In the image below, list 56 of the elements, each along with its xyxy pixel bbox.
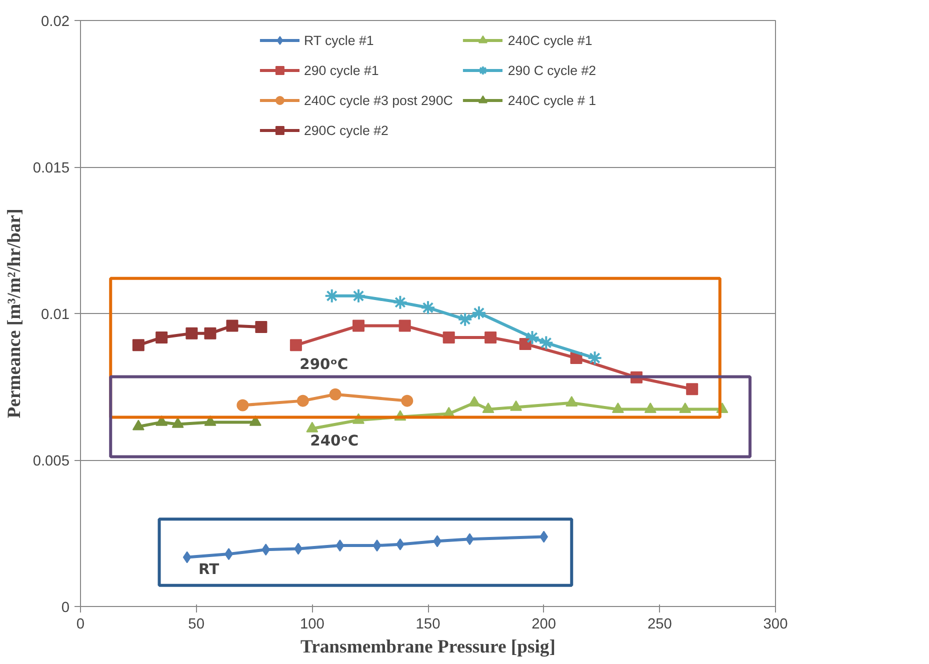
point xyxy=(458,312,473,327)
point xyxy=(236,399,249,412)
point xyxy=(352,320,364,332)
x-tick-label: 150 xyxy=(416,616,440,632)
point xyxy=(132,339,144,352)
x-tick-label: 200 xyxy=(532,616,556,632)
annotation: 290ᵒC xyxy=(300,356,348,373)
point xyxy=(420,300,436,316)
point xyxy=(296,394,309,407)
point xyxy=(519,338,532,350)
y-tick-label: 0.01 xyxy=(40,307,70,323)
point xyxy=(156,332,168,344)
x-tick-label: 0 xyxy=(76,616,85,632)
point xyxy=(468,396,480,407)
x-tick-label: 50 xyxy=(188,616,204,632)
legend-label: 240C cycle # 1 xyxy=(508,92,596,108)
point xyxy=(442,332,455,344)
point xyxy=(336,540,344,552)
point xyxy=(226,320,238,332)
point xyxy=(186,327,198,340)
y-axis-title: Permeance [m³/m²/hr/bar] xyxy=(4,208,25,418)
point xyxy=(324,288,340,304)
legend-label: 290C cycle #2 xyxy=(304,122,388,138)
point xyxy=(372,540,382,552)
point xyxy=(686,383,698,396)
point xyxy=(538,335,554,350)
annotation: RT xyxy=(198,561,220,578)
legend-label: RT cycle #1 xyxy=(304,32,374,48)
legend-label: 290 cycle #1 xyxy=(304,62,379,78)
point xyxy=(182,551,192,564)
point xyxy=(204,327,216,340)
y-tick-label: 0.02 xyxy=(40,14,70,30)
point xyxy=(392,294,408,310)
x-tick-label: 300 xyxy=(763,616,788,632)
point xyxy=(255,320,268,333)
legend-label: 290 C cycle #2 xyxy=(508,62,596,78)
point xyxy=(290,339,302,352)
legend-label: 240C cycle #3 post 290C xyxy=(304,92,453,108)
point xyxy=(524,330,540,346)
point xyxy=(471,305,486,320)
y-tick-label: 0 xyxy=(61,600,70,616)
point xyxy=(351,288,366,304)
point xyxy=(587,350,602,366)
point xyxy=(132,420,144,430)
point xyxy=(566,396,578,407)
x-tick-label: 100 xyxy=(300,616,324,632)
point xyxy=(401,394,414,407)
y-tick-label: 0.015 xyxy=(32,160,70,176)
point xyxy=(484,332,497,344)
annotation: 240ᵒC xyxy=(310,432,359,450)
point xyxy=(398,320,411,332)
y-tick-label: 0.005 xyxy=(32,454,70,470)
legend-label: 240C cycle #1 xyxy=(508,32,592,48)
x-tick-label: 250 xyxy=(647,616,672,632)
x-axis-title: Transmembrane Pressure [psig] xyxy=(300,636,556,658)
point xyxy=(329,388,342,400)
